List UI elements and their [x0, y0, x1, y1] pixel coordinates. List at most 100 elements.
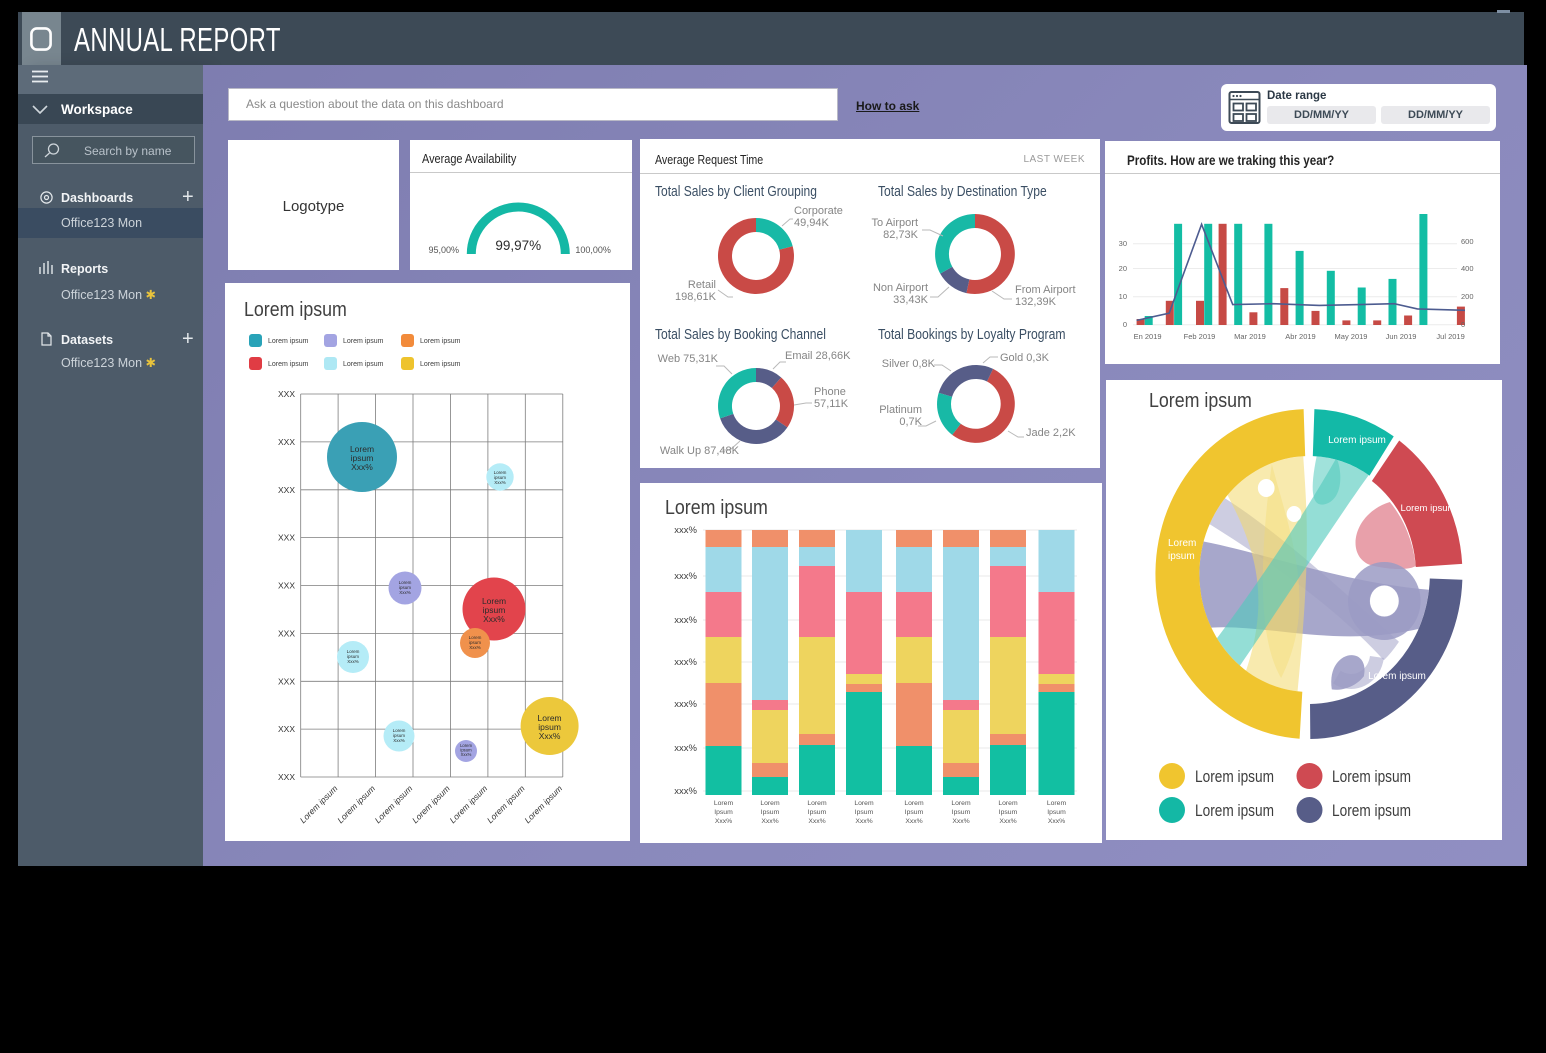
svg-text:Xxx%: Xxx% [494, 480, 506, 485]
svg-text:ipsum: ipsum [483, 605, 506, 615]
svg-text:ipsum: ipsum [1168, 551, 1195, 562]
svg-text:0: 0 [1123, 320, 1127, 329]
svg-text:99,97%: 99,97% [495, 238, 541, 253]
svg-text:Lorem ipsum: Lorem ipsum [343, 361, 384, 368]
svg-text:Lorem: Lorem [399, 580, 412, 585]
svg-text:0: 0 [1461, 320, 1465, 329]
svg-text:Gold 0,3K: Gold 0,3K [1000, 352, 1050, 364]
svg-text:Lorem ipsum: Lorem ipsum [420, 361, 461, 368]
svg-text:XXX: XXX [278, 676, 295, 686]
svg-text:30: 30 [1119, 239, 1127, 248]
svg-text:198,61K: 198,61K [675, 291, 717, 303]
svg-text:ipsum: ipsum [347, 654, 359, 659]
svg-text:Lorem ipsum: Lorem ipsum [373, 783, 415, 825]
svg-text:Xxx%: Xxx% [461, 752, 472, 757]
svg-text:49,94K: 49,94K [794, 217, 830, 229]
svg-text:Feb 2019: Feb 2019 [1184, 332, 1216, 341]
svg-text:Lorem ipsum: Lorem ipsum [447, 783, 489, 825]
svg-text:xxx%: xxx% [674, 571, 697, 582]
svg-text:95,00%: 95,00% [428, 245, 459, 255]
svg-text:XXX: XXX [278, 628, 295, 638]
svg-text:Silver 0,8K: Silver 0,8K [882, 358, 936, 370]
svg-text:XXX: XXX [278, 485, 295, 495]
svg-text:En 2019: En 2019 [1134, 332, 1162, 341]
svg-text:Xxx%: Xxx% [351, 462, 373, 472]
svg-text:10: 10 [1119, 292, 1127, 301]
svg-text:xxx%: xxx% [674, 786, 697, 797]
svg-text:57,11K: 57,11K [814, 398, 849, 410]
svg-text:82,73K: 82,73K [883, 229, 919, 241]
svg-text:Lorem ipsum: Lorem ipsum [1195, 767, 1274, 786]
svg-text:Lorem: Lorem [469, 635, 482, 640]
svg-text:Phone: Phone [814, 386, 846, 398]
svg-text:Lorem: Lorem [538, 713, 562, 723]
svg-text:Lorem ipsum: Lorem ipsum [343, 338, 384, 345]
svg-text:0,7K: 0,7K [899, 416, 922, 428]
svg-text:Email 28,66K: Email 28,66K [785, 350, 851, 362]
svg-text:600: 600 [1461, 237, 1474, 246]
svg-text:ipsum: ipsum [399, 585, 411, 590]
svg-text:Lorem ipsum: Lorem ipsum [268, 338, 309, 345]
svg-text:XXX: XXX [278, 772, 295, 782]
svg-text:Jade 2,2K: Jade 2,2K [1026, 427, 1076, 439]
svg-text:Non Airport: Non Airport [873, 282, 928, 294]
svg-text:XXX: XXX [278, 437, 295, 447]
svg-text:Lorem: Lorem [482, 596, 506, 606]
svg-text:ipsum: ipsum [460, 748, 472, 753]
svg-text:ipsum: ipsum [538, 722, 561, 732]
svg-text:ipsum: ipsum [393, 733, 405, 738]
svg-text:Lorem ipsum: Lorem ipsum [410, 783, 452, 825]
svg-text:xxx%: xxx% [674, 525, 697, 536]
svg-text:400: 400 [1461, 264, 1474, 273]
svg-text:xxx%: xxx% [674, 657, 697, 668]
svg-text:xxx%: xxx% [674, 699, 697, 710]
svg-text:Mar 2019: Mar 2019 [1234, 332, 1266, 341]
svg-text:Platinum: Platinum [879, 404, 922, 416]
svg-text:20: 20 [1119, 264, 1127, 273]
svg-text:Lorem: Lorem [1168, 538, 1196, 549]
svg-text:Walk Up 87,48K: Walk Up 87,48K [660, 445, 740, 457]
svg-text:200: 200 [1461, 292, 1474, 301]
svg-text:Abr 2019: Abr 2019 [1285, 332, 1315, 341]
svg-text:Lorem: Lorem [460, 743, 472, 748]
svg-text:XXX: XXX [278, 533, 295, 543]
svg-text:Lorem ipsum: Lorem ipsum [420, 338, 461, 345]
svg-text:Lorem ipsum: Lorem ipsum [298, 783, 340, 825]
svg-text:XXX: XXX [278, 581, 295, 591]
svg-text:Xxx%: Xxx% [393, 738, 405, 743]
svg-text:ipsum: ipsum [351, 453, 374, 463]
svg-text:From Airport: From Airport [1015, 284, 1076, 296]
svg-text:Lorem ipsum: Lorem ipsum [522, 783, 564, 825]
svg-text:Lorem: Lorem [347, 649, 360, 654]
svg-text:Lorem ipsum: Lorem ipsum [1332, 767, 1411, 786]
svg-text:Xxx%: Xxx% [539, 731, 561, 741]
svg-text:May 2019: May 2019 [1335, 332, 1368, 341]
svg-text:Jul 2019: Jul 2019 [1436, 332, 1464, 341]
svg-text:Lorem ipsum: Lorem ipsum [1195, 801, 1274, 820]
svg-text:Lorem ipsum: Lorem ipsum [485, 783, 527, 825]
svg-text:Xxx%: Xxx% [483, 614, 505, 624]
svg-text:100,00%: 100,00% [575, 245, 611, 255]
svg-text:Web 75,31K: Web 75,31K [658, 353, 719, 365]
svg-text:Lorem: Lorem [350, 444, 374, 454]
svg-text:Lorem ipsum: Lorem ipsum [335, 783, 377, 825]
svg-text:33,43K: 33,43K [893, 294, 929, 306]
svg-text:To Airport: To Airport [872, 217, 918, 229]
svg-text:xxx%: xxx% [674, 615, 697, 626]
svg-text:xxx%: xxx% [674, 743, 697, 754]
svg-text:ipsum: ipsum [494, 475, 506, 480]
svg-text:XXX: XXX [278, 724, 295, 734]
svg-text:Lorem ipsum: Lorem ipsum [1332, 801, 1411, 820]
svg-text:XXX: XXX [278, 389, 295, 399]
svg-text:Corporate: Corporate [794, 205, 843, 217]
svg-text:Lorem ipsum: Lorem ipsum [1368, 671, 1426, 682]
svg-text:Lorem ipsum: Lorem ipsum [268, 361, 309, 368]
svg-text:Lorem: Lorem [494, 470, 507, 475]
svg-text:Xxx%: Xxx% [399, 590, 411, 595]
